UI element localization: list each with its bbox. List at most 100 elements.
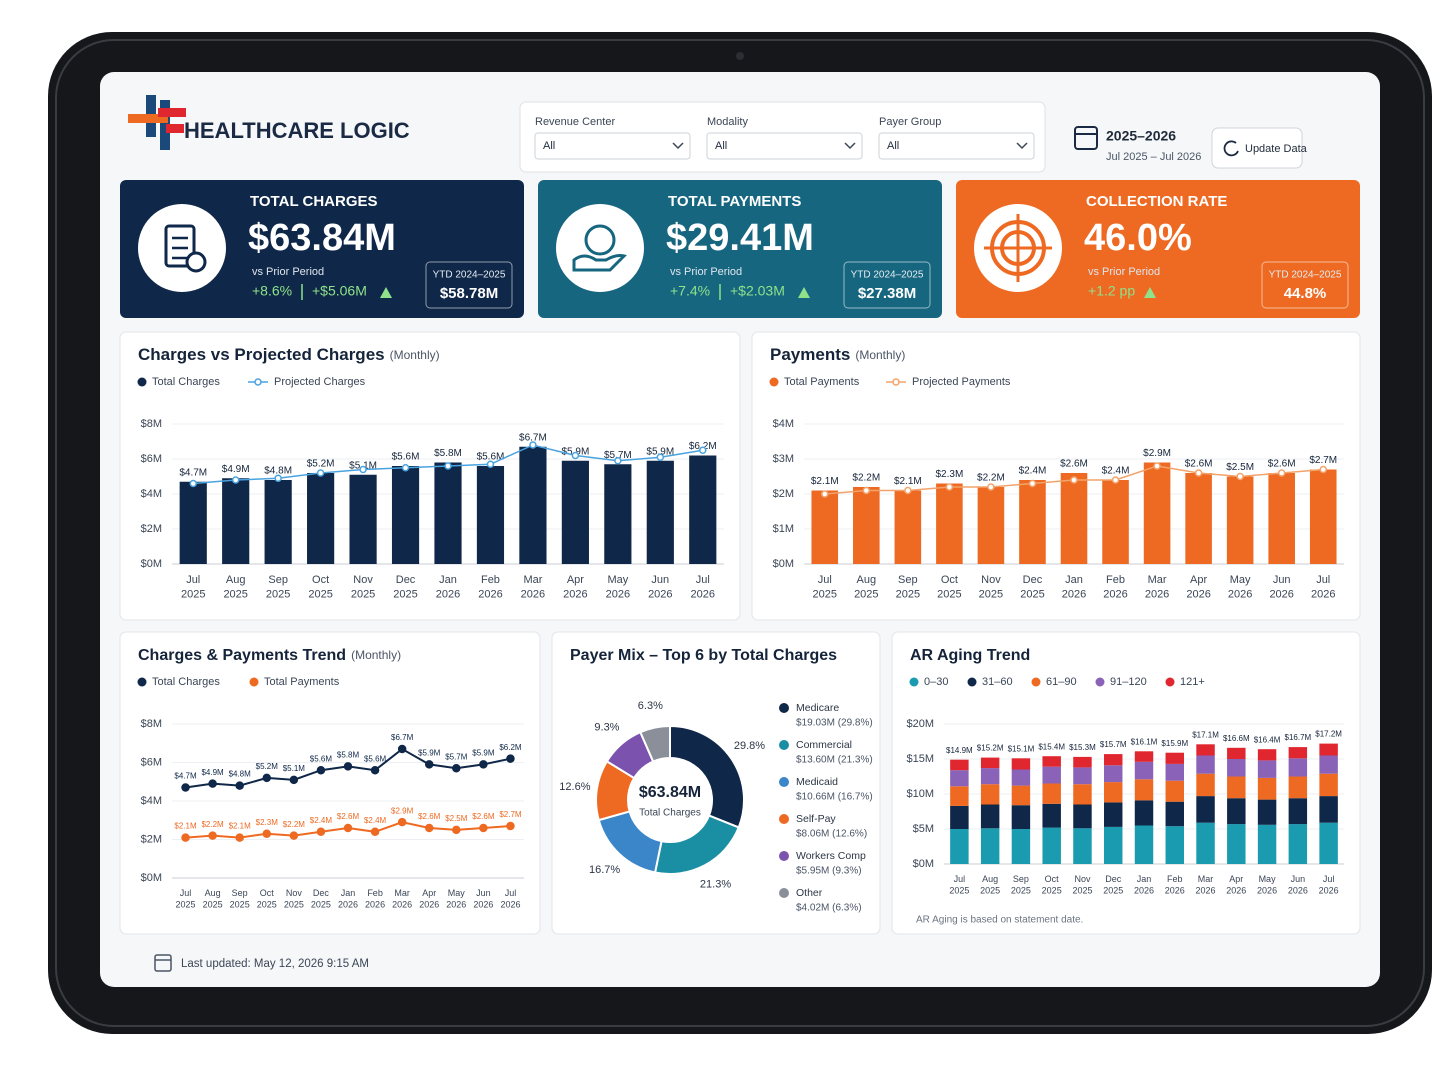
value-label: $4.7M xyxy=(179,467,207,478)
bar xyxy=(1104,826,1123,864)
bar xyxy=(1042,827,1061,864)
filter-value[interactable]: All xyxy=(887,140,899,152)
x-tick-label: Nov 2025 xyxy=(284,888,304,910)
bar xyxy=(1226,476,1254,564)
filter-label: Modality xyxy=(707,116,748,128)
value-label: $2.1M xyxy=(811,476,839,487)
point xyxy=(571,451,580,460)
legend-label: 0–30 xyxy=(924,676,948,688)
button-label[interactable]: Update Data xyxy=(1245,143,1308,155)
logo-icon xyxy=(128,95,186,150)
filter-dropdown[interactable] xyxy=(878,132,1035,160)
bar xyxy=(980,784,1000,805)
point xyxy=(656,453,665,461)
value-label: $2.3M xyxy=(935,469,963,480)
legend-detail: $10.66M (16.7%) xyxy=(796,792,873,803)
update-button[interactable]: Update Data xyxy=(1211,127,1308,169)
bar xyxy=(1104,782,1123,803)
label-line: Jan xyxy=(341,888,356,898)
subtitle-text: (Monthly) xyxy=(351,648,401,662)
label-line: May xyxy=(607,574,628,586)
filter-dropdown[interactable] xyxy=(534,132,691,160)
label-line: Mar xyxy=(1198,874,1214,884)
label-line: Jan xyxy=(1065,574,1083,586)
legend-marker xyxy=(779,703,789,713)
x-tick-label: Jul 2025 xyxy=(813,574,837,600)
bar xyxy=(1102,480,1129,564)
bar xyxy=(1288,798,1308,825)
point xyxy=(904,486,912,495)
label-line: 2026 xyxy=(1103,588,1127,600)
title-text: Charges & Payments Trend xyxy=(138,647,346,664)
label-line: Jul xyxy=(180,888,192,898)
x-tick-label: Mar 2026 xyxy=(1196,874,1216,896)
label-line: Sep xyxy=(268,574,288,586)
label-line: 2026 xyxy=(500,900,520,910)
bar xyxy=(476,466,505,564)
label-line: Mar xyxy=(1148,574,1167,586)
point xyxy=(452,764,461,773)
value-label: $2.7M xyxy=(499,810,522,819)
label-line: Feb xyxy=(1167,874,1183,884)
bar xyxy=(1042,756,1061,767)
bar xyxy=(222,478,250,564)
bar xyxy=(434,462,462,564)
x-tick-label: Nov 2025 xyxy=(351,574,375,600)
label-line: 2025 xyxy=(393,588,417,600)
bar xyxy=(1257,749,1277,761)
filter-label: Payer Group xyxy=(879,116,941,128)
bar xyxy=(1257,777,1277,800)
value-label: $6.2M xyxy=(499,743,522,752)
label-line: 2025 xyxy=(176,900,196,910)
point xyxy=(486,460,495,468)
filter-value[interactable]: All xyxy=(543,140,555,152)
legend-detail: $13.60M (21.3%) xyxy=(796,755,873,766)
y-tick-label: $20M xyxy=(906,718,934,730)
label-line: Oct xyxy=(1045,874,1060,884)
x-tick-label: Jan 2026 xyxy=(338,888,358,910)
bar xyxy=(950,805,969,829)
point xyxy=(699,446,707,454)
label-line: 2026 xyxy=(1186,588,1210,600)
x-tick-label: Apr 2026 xyxy=(1226,874,1246,896)
x-tick-label: Jun 2026 xyxy=(1269,574,1293,600)
total-label: $16.1M xyxy=(1131,737,1158,746)
legend-label: Medicare xyxy=(796,702,839,714)
filter-dropdown[interactable] xyxy=(706,132,863,160)
bar xyxy=(894,490,922,564)
label-line: Oct xyxy=(941,574,958,586)
legend-marker xyxy=(1095,677,1105,687)
point xyxy=(262,773,272,783)
value-label: $2.4M xyxy=(1102,466,1130,477)
bar xyxy=(1104,765,1123,783)
legend-label: Self-Pay xyxy=(796,813,836,825)
label-line: 2026 xyxy=(563,588,587,600)
filter-value[interactable]: All xyxy=(715,140,727,152)
legend-marker xyxy=(892,378,900,386)
bar xyxy=(1011,829,1031,864)
total-label: $15.3M xyxy=(1069,743,1096,752)
label-line: 2026 xyxy=(1311,588,1335,600)
x-tick-label: Jan 2026 xyxy=(1062,574,1086,600)
value-label: $2.2M xyxy=(852,473,880,484)
point xyxy=(262,829,272,838)
bar xyxy=(1134,751,1154,762)
chart-note: AR Aging is based on statement date. xyxy=(916,915,1083,926)
label-line: 2026 xyxy=(1319,886,1339,896)
label-line: Jul xyxy=(954,874,966,884)
label-line: 2025 xyxy=(203,900,223,910)
subtitle-text: (Monthly) xyxy=(855,348,905,362)
label-line: Dec xyxy=(313,888,330,898)
button-frame[interactable] xyxy=(1211,127,1303,169)
camera xyxy=(736,52,744,60)
point xyxy=(1236,472,1244,481)
x-tick-label: Dec 2025 xyxy=(311,888,331,910)
value-label: $2.2M xyxy=(201,820,224,829)
x-tick-label: Sep 2025 xyxy=(896,574,920,600)
bar xyxy=(1257,760,1277,778)
label-line: Jan xyxy=(1137,874,1152,884)
value-label: $6.7M xyxy=(519,432,547,443)
label-line: 2026 xyxy=(1062,588,1086,600)
point xyxy=(444,462,452,470)
up-arrow xyxy=(1144,287,1156,298)
